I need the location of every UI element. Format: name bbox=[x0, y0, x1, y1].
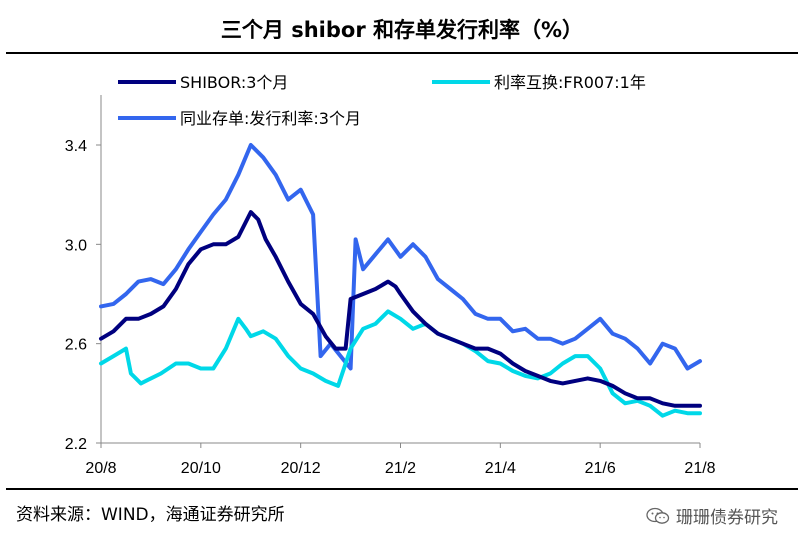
y-tick-label: 2.2 bbox=[65, 436, 87, 453]
legend-label-1: 利率互换:FR007:1年 bbox=[494, 73, 646, 92]
x-tick-label: 20/10 bbox=[181, 460, 221, 477]
top-rule bbox=[6, 52, 798, 54]
series-line-2 bbox=[99, 143, 702, 371]
source-note: 资料来源：WIND，海通证券研究所 bbox=[16, 505, 285, 525]
series-lines bbox=[99, 143, 702, 418]
x-tick-label: 21/6 bbox=[585, 460, 616, 477]
series-line-0 bbox=[99, 210, 702, 408]
y-tick-label: 3.4 bbox=[65, 138, 87, 155]
legend-label-0: SHIBOR:3个月 bbox=[180, 73, 288, 92]
watermark-text: 珊珊债券研究 bbox=[676, 508, 778, 528]
x-tick-label: 21/2 bbox=[385, 460, 416, 477]
chart-title: 三个月 shibor 和存单发行利率（%） bbox=[220, 18, 584, 42]
x-tick-label: 20/12 bbox=[281, 460, 321, 477]
wechat-icon bbox=[646, 507, 670, 524]
x-tick-label: 21/8 bbox=[684, 460, 715, 477]
bottom-rule bbox=[6, 488, 798, 490]
series-line-1 bbox=[99, 309, 702, 418]
axes: 2.2 2.6 3.0 3.4 20/8 20/10 20/12 21/2 21/4 21/6 21… bbox=[65, 95, 716, 477]
x-tick-label: 20/8 bbox=[85, 460, 116, 477]
y-tick-label: 3.0 bbox=[65, 237, 87, 254]
legend-label-2: 同业存单:发行利率:3个月 bbox=[180, 109, 361, 128]
x-tick-label: 21/4 bbox=[485, 460, 516, 477]
watermark: 珊珊债券研究 bbox=[646, 503, 778, 528]
y-tick-label: 2.6 bbox=[65, 337, 87, 354]
